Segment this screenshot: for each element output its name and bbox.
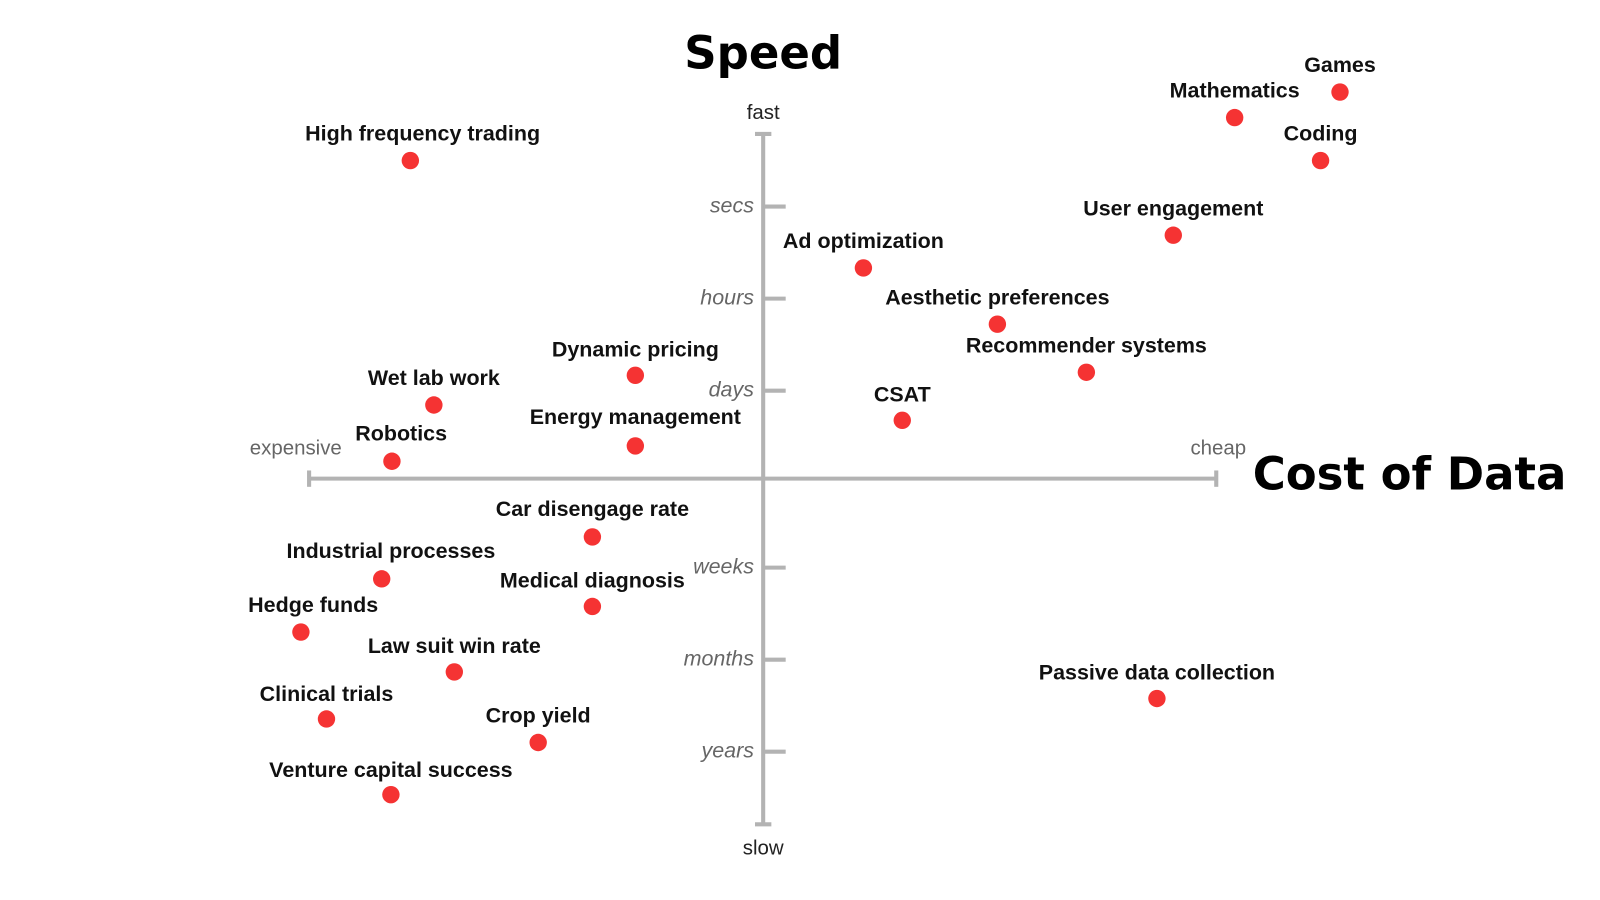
point [425,396,443,414]
point [1225,108,1244,127]
slow-label: slow [743,836,784,859]
point-label: Coding [1284,122,1358,146]
point-label: Industrial processes [287,539,496,563]
point [893,411,911,430]
point-label: Clinical trials [260,682,394,706]
point [529,733,547,752]
point [383,452,401,470]
point [988,315,1007,333]
point [626,437,645,455]
point-label: Aesthetic preferences [885,285,1109,309]
point-label: Dynamic pricing [552,337,719,361]
point [583,597,602,616]
tick-label: days [709,377,755,401]
point-label: High frequency trading [305,122,540,146]
point-label: Crop yield [486,704,591,728]
point-label: Games [1304,53,1376,77]
point [1164,226,1182,244]
point [583,528,602,546]
point-label: Energy management [530,405,741,429]
fast-label: fast [747,101,780,124]
speed-title: Speed [684,26,842,79]
cost-title: Cost of Data [1253,448,1567,501]
point [317,710,336,728]
expensive-label: expensive [250,436,342,459]
tick-label: hours [700,285,754,309]
point [626,366,645,385]
cheap-label: cheap [1190,436,1246,459]
point [292,623,310,641]
point [382,785,400,804]
point [445,663,464,681]
tick-label: years [699,738,754,762]
point [401,151,420,170]
tick-label: months [684,646,755,670]
tick-label: weeks [693,554,754,578]
point [1331,83,1349,101]
point-label: Law suit win rate [368,634,541,658]
point-label: CSAT [874,382,931,406]
point-label: Recommender systems [966,333,1207,357]
point-label: Medical diagnosis [500,569,685,593]
point-label: Ad optimization [783,229,944,253]
point [1311,151,1330,170]
point [854,259,873,277]
point-label: Wet lab work [368,366,500,390]
point [1148,689,1166,708]
point-label: Hedge funds [248,593,378,617]
point-label: Car disengage rate [496,497,689,521]
point [373,570,391,588]
tick-label: secs [710,193,754,217]
point-label: Passive data collection [1039,661,1275,685]
point-label: Robotics [355,421,447,445]
point-label: User engagement [1083,196,1263,220]
point [1077,363,1096,381]
point-label: Venture capital success [269,758,513,782]
point-label: Mathematics [1170,79,1300,103]
